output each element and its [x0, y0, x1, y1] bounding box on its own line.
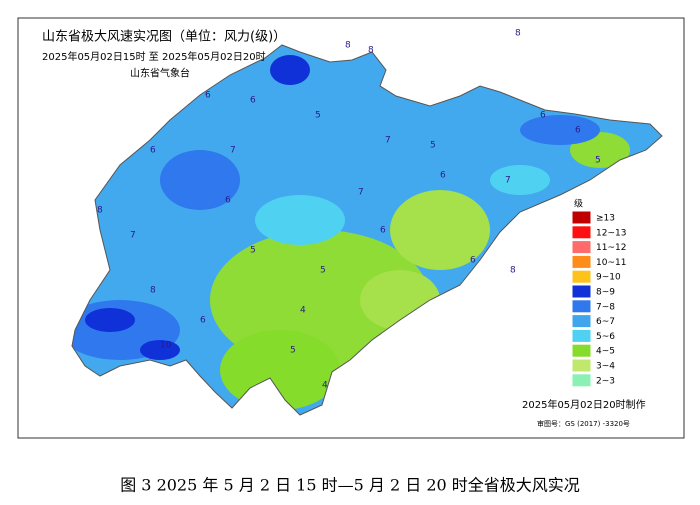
caption: 图 3 2025 年 5 月 2 日 15 时—5 月 2 日 20 时全省极大… [120, 476, 580, 495]
legend-swatch [571, 284, 592, 299]
station-level: 6 [250, 96, 256, 106]
legend-label: 5~6 [596, 332, 615, 342]
legend-label: 3~4 [596, 362, 615, 372]
map-title: 山东省极大风速实况图（单位：风力(级)） [42, 30, 286, 45]
station-level: 8 [510, 266, 516, 276]
station-level: 6 [225, 196, 231, 206]
station-level: 8 [150, 286, 156, 296]
station-level: 5 [595, 156, 601, 166]
station-level: 5 [315, 111, 321, 121]
station-level: 6 [540, 111, 546, 121]
legend-swatch [571, 328, 592, 343]
station-level: 7 [130, 231, 136, 241]
station-level: 4 [322, 381, 328, 391]
legend-label: ≥13 [596, 214, 615, 224]
legend-swatch [571, 314, 592, 329]
legend-label: 9~10 [596, 273, 621, 283]
legend-swatch [571, 299, 592, 314]
station-level: 8 [345, 41, 351, 51]
station-level: 6 [380, 226, 386, 236]
legend-swatch [571, 210, 592, 225]
station-level: 8 [97, 206, 103, 216]
legend-swatch [571, 240, 592, 255]
station-level: 6 [440, 171, 446, 181]
map-period: 2025年05月02日15时 至 2025年05月02日20时 [42, 50, 266, 63]
station-level: 7 [358, 188, 364, 198]
station-level: 5 [250, 246, 256, 256]
station-level: 8 [515, 29, 521, 39]
legend-label: 12~13 [596, 228, 626, 238]
made-note: 2025年05月02日20时制作 [522, 398, 646, 411]
station-level: 5 [430, 141, 436, 151]
station-level: 6 [150, 146, 156, 156]
legend-swatch [571, 343, 592, 358]
station-level: 6 [575, 126, 581, 136]
station-level: 7 [505, 176, 511, 186]
legend-title: 级 [574, 198, 583, 210]
station-level: 5 [320, 266, 326, 276]
station-level: 8 [368, 46, 374, 56]
legend-label: 11~12 [596, 243, 626, 253]
legend-swatch [571, 373, 592, 388]
legend-label: 2~3 [596, 376, 615, 386]
station-level: 6 [205, 91, 211, 101]
station-level: 7 [230, 146, 236, 156]
station-level: 4 [300, 306, 306, 316]
legend-label: 7~8 [596, 302, 615, 312]
station-level: 6 [470, 256, 476, 266]
legend-label: 4~5 [596, 347, 615, 357]
station-level: 6 [200, 316, 206, 326]
station-level: 5 [290, 346, 296, 356]
station-level: 10 [160, 341, 172, 351]
station-level: 7 [385, 136, 391, 146]
legend-swatch [571, 269, 592, 284]
approval-number: 审图号：GS (2017) -3320号 [537, 419, 630, 428]
map-agency: 山东省气象台 [130, 67, 190, 80]
legend-label: 6~7 [596, 317, 615, 327]
legend-label: 10~11 [596, 258, 626, 268]
legend-label: 8~9 [596, 288, 615, 298]
legend-swatch [571, 358, 592, 373]
legend-swatch [571, 254, 592, 269]
legend-swatch [571, 225, 592, 240]
